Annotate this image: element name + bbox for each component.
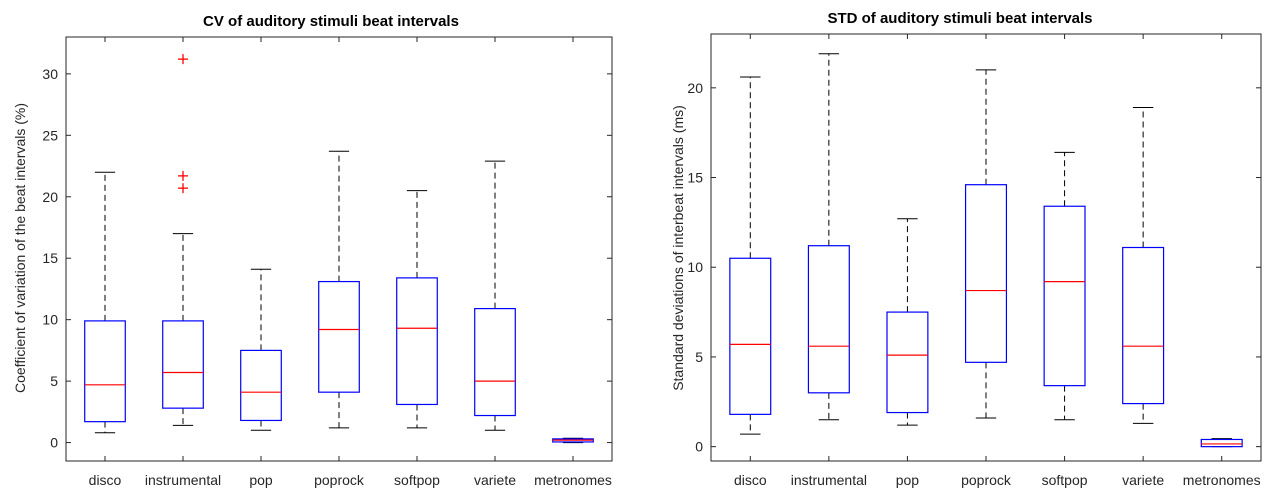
outlier-marker [178, 170, 188, 181]
x-tick-label: variete [474, 472, 516, 488]
chart-marks: 0 5 10 15 20 disco instrumental pop poprock softp… [687, 34, 1261, 488]
y-axis-label: Standard deviations of interbeat interva… [670, 105, 686, 391]
x-tick-label: disco [89, 472, 122, 488]
y-tick-label: 15 [687, 170, 703, 186]
std-boxplot-chart: STD of auditory stimuli beat intervals S… [670, 10, 1262, 488]
x-tick-label: poprock [314, 472, 365, 488]
box-iqr [729, 257, 772, 415]
x-tick-label: softpop [394, 472, 440, 488]
y-tick-label: 10 [687, 259, 703, 275]
y-tick-label: 30 [42, 66, 58, 82]
box-iqr [162, 320, 204, 409]
y-tick-label: 10 [42, 312, 58, 328]
y-tick-label: 5 [50, 373, 58, 389]
box-iqr [964, 184, 1008, 363]
x-tick-label: metronomes [1183, 472, 1261, 488]
chart-title: STD of auditory stimuli beat intervals [827, 10, 1092, 27]
x-tick-label: pop [249, 472, 273, 488]
x-tick-label: softpop [1042, 472, 1088, 488]
box-iqr [396, 277, 438, 406]
y-tick-label: 25 [42, 127, 58, 143]
x-tick-label: pop [896, 472, 920, 488]
y-tick-label: 0 [50, 435, 58, 451]
y-tick-label: 0 [695, 439, 703, 455]
x-tick-label: variete [1122, 472, 1164, 488]
outlier-marker [178, 54, 188, 65]
y-tick-label: 20 [687, 80, 703, 96]
box-iqr [474, 308, 516, 417]
x-tick-label: disco [734, 472, 767, 488]
x-tick-label: instrumental [145, 472, 221, 488]
y-tick-label: 5 [695, 349, 703, 365]
box-iqr [318, 280, 360, 393]
box-iqr [1122, 246, 1165, 405]
x-tick-label: metronomes [534, 472, 612, 488]
box-iqr [886, 311, 929, 414]
box-iqr [1043, 205, 1086, 387]
x-tick-label: poprock [961, 472, 1012, 488]
y-tick-label: 20 [42, 189, 58, 205]
x-tick-label: instrumental [791, 472, 867, 488]
chart-marks: 0 5 10 15 20 25 30 disco instrumental pop poprock s… [42, 37, 612, 488]
cv-boxplot-chart: CV of auditory stimuli beat intervals Co… [12, 13, 613, 488]
box-iqr [1200, 438, 1243, 448]
box-iqr [240, 349, 282, 422]
box-iqr [84, 320, 126, 423]
outlier-marker [178, 183, 188, 194]
y-tick-label: 15 [42, 250, 58, 266]
y-axis-label: Coefficient of variation of the beat int… [12, 103, 28, 393]
box-iqr [807, 245, 850, 394]
chart-title: CV of auditory stimuli beat intervals [203, 13, 459, 30]
